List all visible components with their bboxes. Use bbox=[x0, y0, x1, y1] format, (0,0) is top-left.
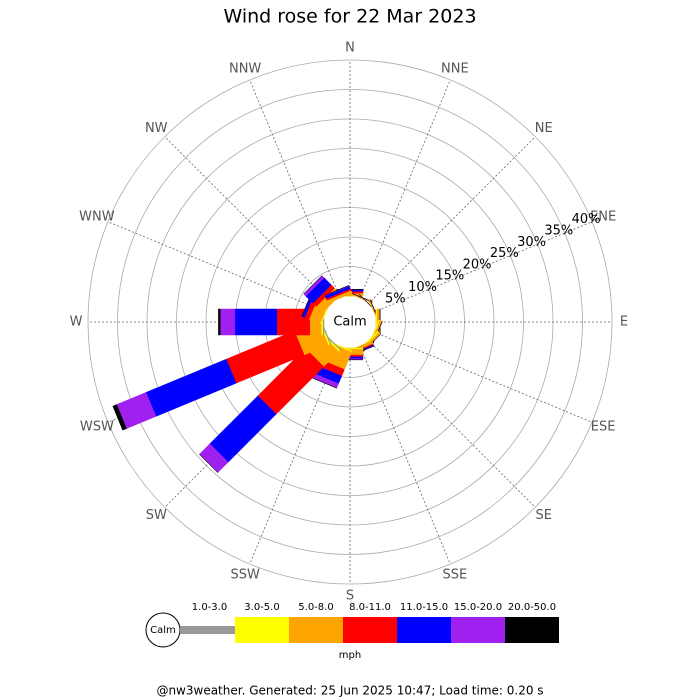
footer: @nw3weather. Generated: 25 Jun 2025 10:4… bbox=[156, 684, 543, 698]
r-tick-label: 25% bbox=[490, 246, 519, 261]
legend-label: 5.0-8.0 bbox=[298, 602, 333, 613]
legend-label: 3.0-5.0 bbox=[244, 602, 279, 613]
r-tick-label: 15% bbox=[435, 269, 464, 284]
legend-label: 20.0-50.0 bbox=[508, 602, 556, 613]
bar-segment bbox=[348, 291, 373, 303]
legend-swatch bbox=[289, 617, 343, 643]
bar-segment bbox=[324, 285, 349, 296]
bar-segment bbox=[112, 404, 127, 431]
legend-label: 1.0-3.0 bbox=[192, 602, 227, 613]
legend-swatch bbox=[397, 617, 451, 643]
spoke bbox=[249, 79, 341, 299]
direction-label: SSE bbox=[442, 568, 467, 583]
r-tick-label: 10% bbox=[408, 280, 437, 295]
direction-label: NE bbox=[535, 121, 553, 136]
calm-label: Calm bbox=[333, 315, 366, 330]
ring bbox=[176, 148, 524, 496]
bar-segment bbox=[303, 275, 323, 295]
r-tick-label: 5% bbox=[385, 291, 406, 306]
r-tick-label: 40% bbox=[572, 212, 601, 227]
bar-segment bbox=[312, 377, 337, 389]
spoke bbox=[359, 345, 451, 565]
direction-label: E bbox=[620, 315, 628, 330]
direction-label: NNE bbox=[441, 61, 469, 76]
r-tick-label: 35% bbox=[544, 224, 573, 239]
bar-segment bbox=[234, 308, 278, 336]
ring bbox=[87, 59, 613, 585]
direction-label: SW bbox=[146, 508, 167, 523]
direction-label: NW bbox=[145, 121, 168, 136]
spoke bbox=[373, 331, 593, 423]
bar-segment bbox=[218, 308, 221, 336]
direction-label: SE bbox=[536, 508, 552, 523]
spoke bbox=[164, 136, 332, 304]
spoke bbox=[249, 345, 341, 565]
legend-swatch bbox=[451, 617, 505, 643]
direction-label: WNW bbox=[79, 210, 115, 225]
legend-calm-label: Calm bbox=[150, 625, 176, 636]
legend-label: 8.0-11.0 bbox=[349, 602, 391, 613]
direction-label: NNW bbox=[229, 61, 261, 76]
bar-segment bbox=[219, 308, 236, 336]
direction-label: SSW bbox=[230, 568, 260, 583]
ring bbox=[117, 89, 583, 555]
direction-label: S bbox=[346, 589, 354, 604]
legend-swatch bbox=[505, 617, 559, 643]
calm-circle bbox=[326, 298, 374, 346]
r-tick-label: 30% bbox=[517, 235, 546, 250]
legend-swatch bbox=[235, 617, 289, 643]
legend-swatch bbox=[180, 626, 235, 634]
direction-label: ESE bbox=[591, 419, 616, 434]
spoke bbox=[359, 79, 451, 299]
spoke bbox=[368, 340, 536, 508]
spoke bbox=[368, 136, 536, 304]
direction-label: N bbox=[345, 41, 355, 56]
direction-label: W bbox=[70, 315, 83, 330]
chart-title: Wind rose for 22 Mar 2023 bbox=[223, 6, 476, 28]
spoke bbox=[107, 221, 327, 313]
r-tick-label: 20% bbox=[463, 257, 492, 272]
legend-label: 11.0-15.0 bbox=[400, 602, 448, 613]
legend-swatch bbox=[343, 617, 397, 643]
unit-label: mph bbox=[339, 650, 361, 661]
direction-label: ENE bbox=[590, 210, 616, 225]
bar-segment bbox=[199, 454, 218, 473]
direction-label: WSW bbox=[80, 419, 114, 434]
legend-label: 15.0-20.0 bbox=[454, 602, 502, 613]
spoke bbox=[373, 221, 593, 313]
